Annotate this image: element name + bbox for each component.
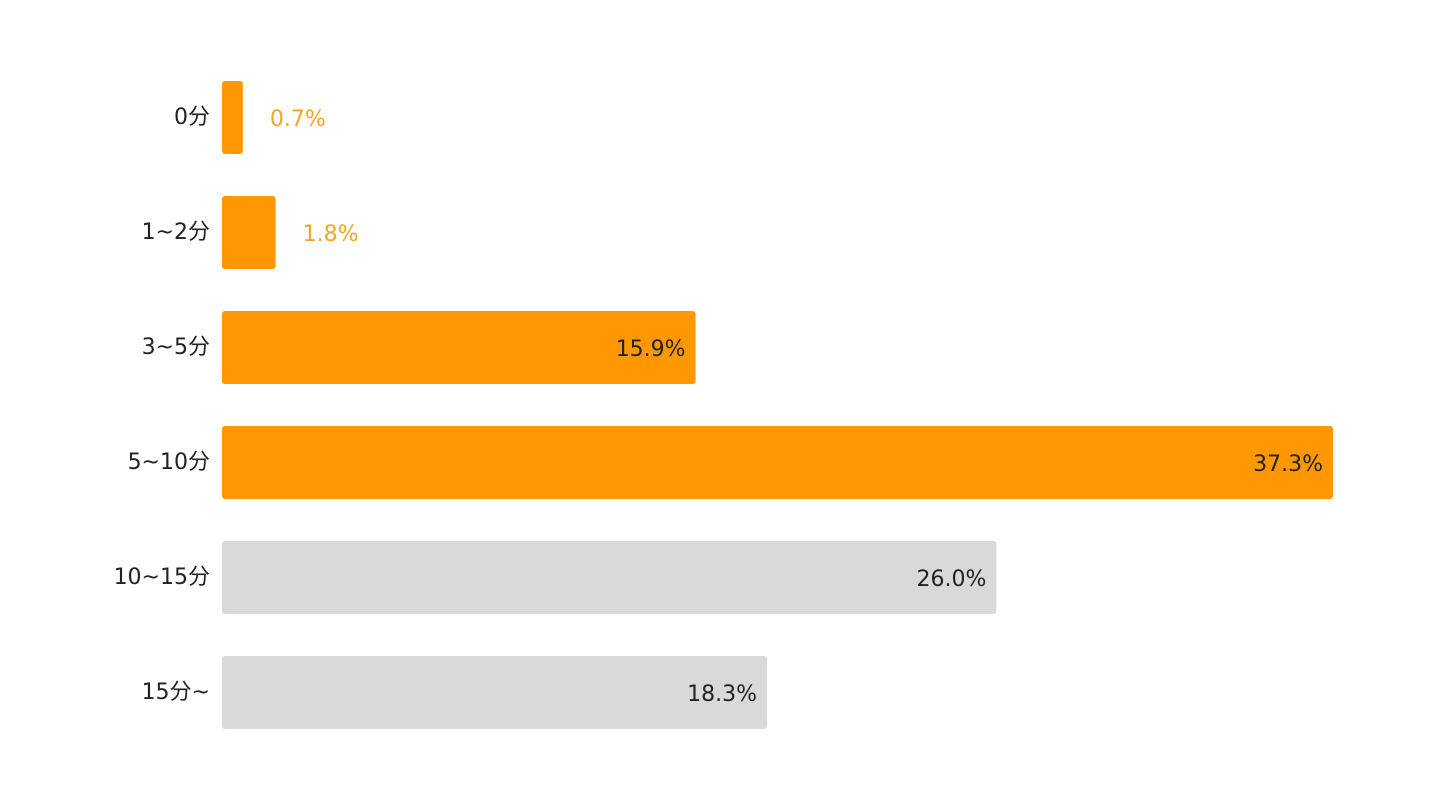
category-label: 5~10分	[128, 450, 210, 475]
category-label: 15分~	[142, 680, 210, 705]
bar	[222, 541, 997, 614]
labels-layer: 0分 0.7% 1~2分 1.8% 3~5分 15.9% 5~10分 37.3% 10~15分 2…	[114, 105, 1323, 707]
category-label: 0分	[174, 105, 210, 130]
bars-layer	[222, 81, 1333, 729]
data-label: 15.9%	[616, 337, 686, 362]
data-label: 18.3%	[687, 682, 757, 707]
bar	[222, 81, 243, 154]
bar	[222, 311, 696, 384]
bar	[222, 196, 276, 269]
category-label: 3~5分	[142, 335, 210, 360]
category-label: 10~15分	[114, 565, 210, 590]
category-label: 1~2分	[142, 220, 210, 245]
data-label: 1.8%	[303, 222, 359, 247]
data-label: 0.7%	[270, 107, 326, 132]
data-label: 26.0%	[917, 567, 987, 592]
bar	[222, 656, 768, 729]
data-label: 37.3%	[1253, 452, 1323, 477]
bar	[222, 426, 1333, 499]
